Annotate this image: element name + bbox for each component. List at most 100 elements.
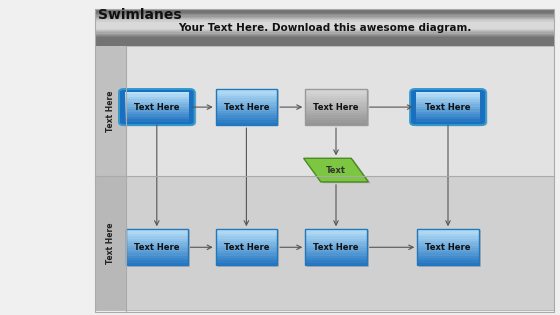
Bar — [305, 89, 367, 125]
Bar — [305, 232, 367, 234]
Bar — [216, 113, 277, 116]
FancyBboxPatch shape — [412, 90, 487, 126]
Bar — [95, 18, 554, 19]
Bar — [126, 263, 188, 265]
Bar — [305, 258, 367, 261]
Bar — [305, 243, 367, 246]
FancyBboxPatch shape — [119, 89, 195, 125]
Bar — [95, 46, 126, 176]
Bar — [417, 248, 479, 251]
Bar — [417, 246, 479, 249]
Bar — [305, 94, 367, 96]
Bar — [95, 30, 554, 31]
FancyBboxPatch shape — [125, 112, 189, 115]
Bar — [216, 253, 277, 256]
FancyBboxPatch shape — [125, 119, 189, 122]
Bar — [95, 25, 554, 26]
Bar — [216, 91, 277, 94]
Bar — [216, 118, 277, 120]
Bar — [216, 94, 277, 96]
Bar — [216, 234, 277, 236]
Bar — [216, 229, 277, 265]
Bar — [95, 21, 554, 23]
Bar — [126, 234, 188, 236]
Bar — [216, 255, 277, 258]
Bar — [95, 42, 554, 43]
Text: Text Here: Text Here — [106, 223, 115, 264]
Bar — [305, 234, 367, 236]
Text: Text Here: Text Here — [425, 103, 471, 112]
FancyBboxPatch shape — [416, 107, 480, 110]
Bar — [305, 120, 367, 123]
Bar — [95, 176, 126, 310]
Bar — [417, 234, 479, 236]
Bar — [216, 89, 277, 125]
Bar — [305, 255, 367, 258]
Bar — [216, 243, 277, 246]
FancyBboxPatch shape — [416, 112, 480, 115]
Bar — [95, 14, 554, 15]
Bar — [305, 96, 367, 99]
Text: Text Here: Text Here — [223, 243, 269, 252]
Bar — [305, 229, 367, 232]
Bar — [305, 229, 367, 265]
Bar — [95, 44, 554, 46]
Bar — [216, 101, 277, 103]
Bar — [216, 96, 277, 99]
Text: Text Here: Text Here — [134, 243, 180, 252]
Text: Text Here: Text Here — [425, 243, 471, 252]
Bar — [216, 241, 277, 244]
Bar — [216, 251, 277, 253]
Text: Text Here: Text Here — [313, 103, 359, 112]
Bar — [216, 120, 277, 123]
FancyBboxPatch shape — [416, 97, 480, 100]
Bar — [126, 258, 188, 261]
FancyBboxPatch shape — [416, 109, 480, 112]
Bar — [126, 236, 188, 239]
FancyBboxPatch shape — [416, 104, 480, 107]
Bar — [216, 236, 277, 239]
Bar — [417, 239, 479, 241]
Bar — [95, 40, 554, 41]
Bar — [216, 103, 277, 106]
Text: Text Here: Text Here — [223, 103, 269, 112]
Bar — [95, 12, 554, 13]
Bar — [417, 241, 479, 244]
Bar — [95, 37, 554, 38]
Bar — [305, 123, 367, 125]
Bar — [216, 248, 277, 251]
Bar — [417, 258, 479, 261]
Bar — [417, 261, 479, 263]
Bar — [126, 232, 188, 234]
Bar — [126, 253, 188, 256]
Bar — [305, 111, 367, 113]
Bar — [95, 15, 554, 17]
Text: Text Here: Text Here — [106, 90, 115, 132]
Bar — [417, 263, 479, 265]
Text: Text Here: Text Here — [313, 243, 359, 252]
Text: Text Here: Text Here — [134, 103, 180, 112]
Bar — [95, 19, 554, 20]
Bar — [417, 251, 479, 253]
Bar — [216, 89, 277, 91]
Bar — [126, 241, 188, 244]
Bar — [95, 29, 554, 30]
Bar — [126, 239, 188, 241]
Bar — [305, 118, 367, 120]
Bar — [95, 28, 554, 29]
FancyBboxPatch shape — [125, 107, 189, 110]
Bar — [417, 253, 479, 256]
Bar — [216, 261, 277, 263]
Bar — [95, 9, 554, 312]
Bar — [216, 123, 277, 125]
Bar — [126, 261, 188, 263]
Bar — [305, 251, 367, 253]
Bar — [305, 89, 367, 91]
Bar — [305, 99, 367, 101]
FancyBboxPatch shape — [416, 92, 480, 94]
Bar — [95, 23, 554, 24]
Bar — [95, 43, 554, 44]
Text: Swimlanes: Swimlanes — [98, 8, 181, 22]
Bar — [216, 263, 277, 265]
Bar — [95, 24, 554, 25]
